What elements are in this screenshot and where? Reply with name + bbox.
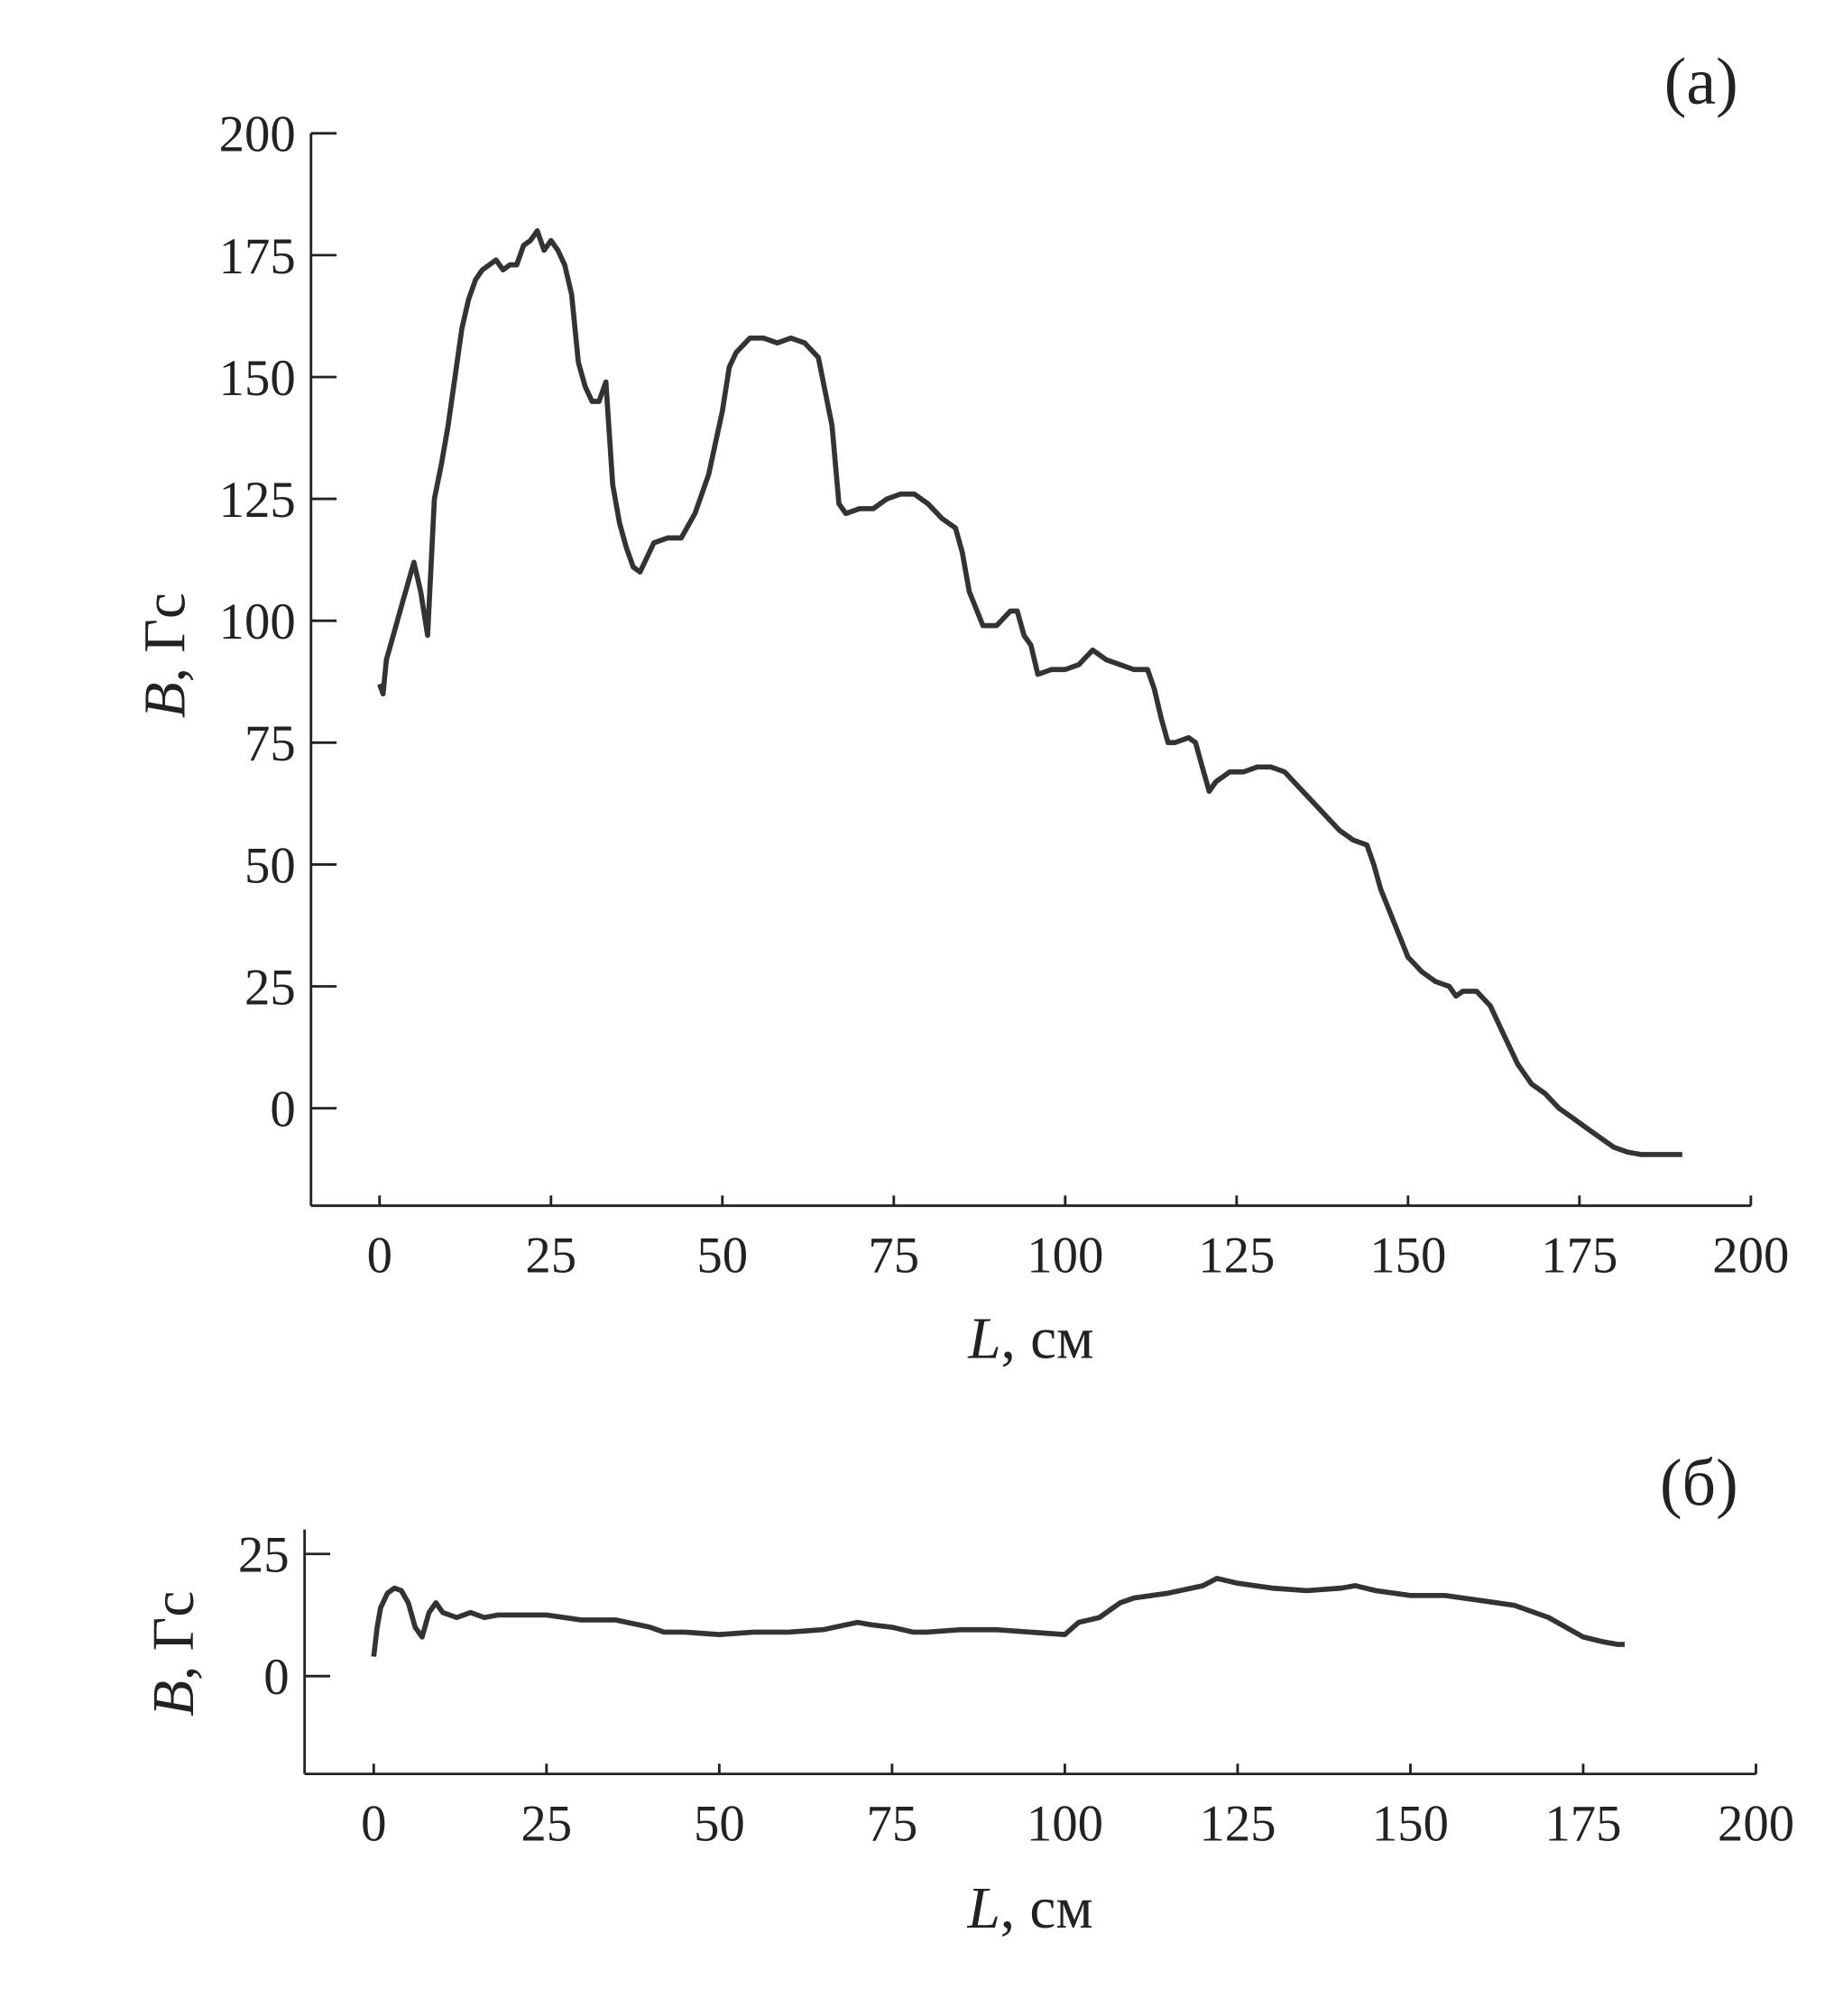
x-tick-label: 75 bbox=[866, 1795, 917, 1852]
x-tick-label: 125 bbox=[1198, 1227, 1275, 1284]
x-tick-label: 150 bbox=[1369, 1227, 1446, 1284]
x-tick-label: 200 bbox=[1718, 1795, 1794, 1852]
y-tick-label: 50 bbox=[244, 837, 296, 894]
y-tick-label: 75 bbox=[244, 715, 296, 772]
panel-label: (a) bbox=[1664, 44, 1738, 118]
x-tick-label: 200 bbox=[1712, 1227, 1789, 1284]
x-tick-label: 100 bbox=[1027, 1795, 1103, 1852]
y-tick-label: 175 bbox=[219, 228, 296, 285]
x-tick-label: 175 bbox=[1544, 1795, 1621, 1852]
panel-label: (б) bbox=[1660, 1446, 1738, 1520]
y-tick-label: 100 bbox=[219, 594, 296, 650]
x-tick-label: 100 bbox=[1027, 1227, 1103, 1284]
data-line bbox=[377, 228, 1682, 1157]
x-tick-label: 0 bbox=[361, 1795, 386, 1852]
x-tick-label: 50 bbox=[694, 1795, 745, 1852]
x-tick-label: 150 bbox=[1372, 1795, 1449, 1852]
x-tick-label: 125 bbox=[1199, 1795, 1276, 1852]
x-axis-label: L, см bbox=[967, 1307, 1093, 1372]
x-tick-label: 25 bbox=[525, 1227, 576, 1284]
x-axis-label: L, см bbox=[967, 1876, 1093, 1941]
y-tick-label: 0 bbox=[263, 1649, 289, 1706]
x-tick-label: 50 bbox=[696, 1227, 748, 1284]
x-tick-label: 175 bbox=[1541, 1227, 1617, 1284]
y-axis-label: B, Гс bbox=[133, 593, 198, 718]
data-line bbox=[371, 1575, 1625, 1657]
y-tick-label: 125 bbox=[219, 472, 296, 529]
y-tick-label: 25 bbox=[238, 1527, 290, 1584]
y-tick-label: 150 bbox=[219, 350, 296, 407]
x-tick-label: 25 bbox=[521, 1795, 572, 1852]
y-tick-label: 25 bbox=[244, 959, 296, 1016]
x-tick-label: 75 bbox=[868, 1227, 919, 1284]
x-tick-label: 0 bbox=[367, 1227, 392, 1284]
y-axis-label: B, Гс bbox=[142, 1591, 207, 1717]
y-tick-label: 0 bbox=[270, 1081, 295, 1137]
y-tick-label: 200 bbox=[219, 106, 296, 163]
